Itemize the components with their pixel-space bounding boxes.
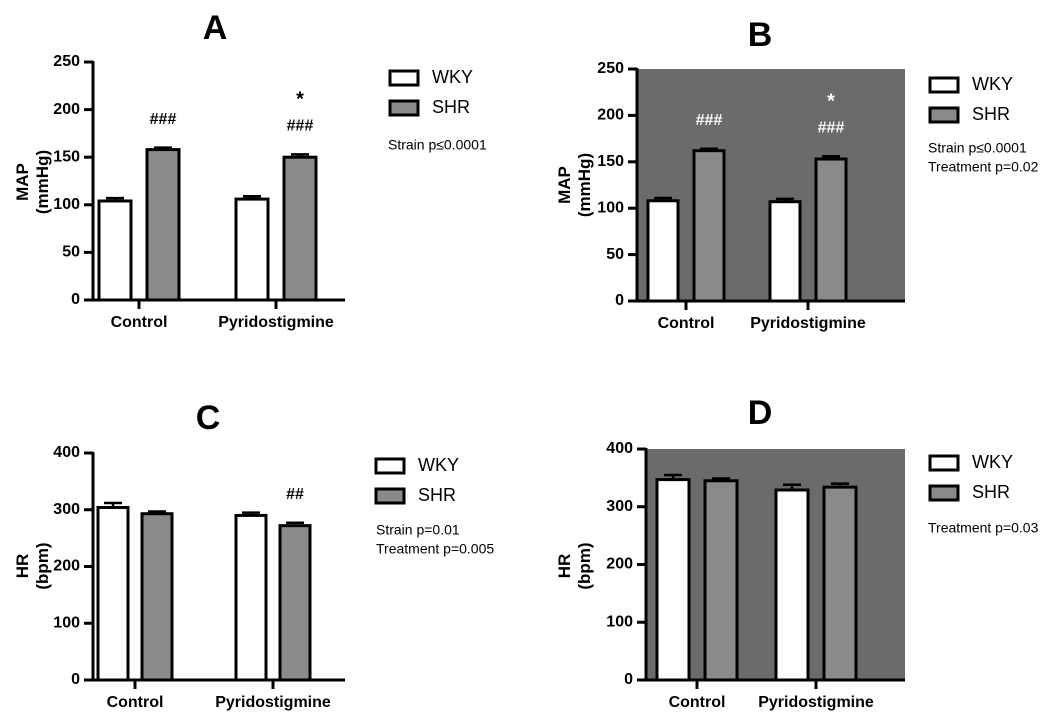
y-axis-label-line: MAP — [13, 163, 32, 201]
x-tick-label: Pyridostigmine — [215, 694, 331, 711]
panel-letter: C — [196, 399, 221, 437]
y-axis-label-line: (bpm) — [575, 542, 594, 589]
x-tick-label: Control — [669, 694, 726, 711]
legend-label: SHR — [972, 482, 1010, 502]
y-tick-label: 150 — [53, 148, 80, 165]
significance-label: ## — [286, 486, 304, 503]
stats-text: Treatment p=0.005 — [376, 541, 494, 557]
y-tick-label: 250 — [597, 60, 624, 77]
y-tick-label: 0 — [71, 291, 80, 308]
legend-label: SHR — [418, 485, 456, 505]
y-axis-label: HR(bpm) — [555, 542, 594, 589]
x-tick-label: Control — [111, 314, 168, 331]
bar — [234, 513, 268, 682]
x-tick-label: Pyridostigmine — [218, 314, 334, 331]
y-axis-label: MAP(mmHg) — [13, 150, 52, 214]
bar — [234, 197, 270, 302]
legend-swatch — [374, 457, 406, 475]
panel-b: B MAP(mmHg) 0 50 100 150 200 250 Control Pyridost… — [555, 16, 1039, 332]
y-tick-label: 0 — [624, 671, 633, 688]
x-tick-label: Pyridostigmine — [750, 315, 866, 332]
panel-letter: D — [748, 394, 773, 432]
significance-label: * — [296, 89, 304, 111]
significance-label: ### — [150, 111, 177, 128]
bar — [97, 199, 133, 302]
legend-swatch — [928, 106, 960, 124]
bar — [774, 488, 810, 682]
bar — [145, 148, 181, 302]
y-axis-label-line: HR — [13, 554, 32, 579]
y-tick-label: 300 — [606, 498, 633, 515]
bar — [655, 478, 691, 682]
bar — [282, 155, 318, 302]
y-tick-label: 400 — [53, 444, 80, 461]
y-tick-label: 100 — [597, 199, 624, 216]
y-tick-label: 100 — [53, 196, 80, 213]
y-axis-label-line: (mmHg) — [33, 150, 52, 214]
bar — [692, 149, 726, 303]
bar — [768, 200, 802, 303]
legend-swatch — [388, 99, 420, 117]
y-tick-label: 200 — [606, 556, 633, 573]
y-tick-label: 200 — [597, 107, 624, 124]
y-tick-label: 0 — [71, 671, 80, 688]
y-axis-label-line: HR — [555, 554, 574, 579]
y-tick-label: 250 — [53, 53, 80, 70]
legend-label: WKY — [972, 74, 1013, 94]
legend-label: WKY — [418, 455, 459, 475]
legend-swatch — [388, 69, 420, 87]
stats-text: Treatment p=0.03 — [928, 520, 1039, 536]
bar — [646, 199, 680, 303]
legend-label: WKY — [432, 67, 473, 87]
y-tick-label: 300 — [53, 501, 80, 518]
stats-text: Strain p≤0.0001 — [928, 140, 1027, 156]
x-tick-label: Pyridostigmine — [758, 694, 874, 711]
x-tick-label: Control — [107, 694, 164, 711]
y-tick-label: 200 — [53, 558, 80, 575]
y-tick-label: 150 — [597, 153, 624, 170]
y-axis-label: HR(bpm) — [13, 542, 52, 589]
significance-label: ### — [818, 119, 845, 136]
bar — [814, 157, 848, 303]
y-axis-label-line: (bpm) — [33, 542, 52, 589]
legend-swatch — [928, 454, 960, 472]
bar — [140, 512, 174, 682]
stats-text: Strain p≤0.0001 — [388, 137, 487, 153]
y-axis-label-line: MAP — [555, 166, 574, 204]
bar — [703, 479, 739, 682]
legend-swatch — [928, 76, 960, 94]
panel-letter: B — [748, 16, 773, 54]
stats-text: Treatment p=0.02 — [928, 159, 1039, 175]
significance-label: * — [827, 91, 835, 113]
y-tick-label: 400 — [606, 440, 633, 457]
panel-c: C HR(bpm) 0 100 200 300 400 Control Pyridostigmi… — [13, 399, 494, 711]
legend-label: WKY — [972, 452, 1013, 472]
panel-a: A MAP(mmHg) 0 50 100 150 200 250 Control Pyridost… — [13, 9, 487, 331]
legend-label: SHR — [972, 104, 1010, 124]
legend-swatch — [928, 484, 960, 502]
y-axis-label: MAP(mmHg) — [555, 153, 594, 217]
legend-swatch — [374, 487, 406, 505]
y-tick-label: 50 — [606, 246, 624, 263]
significance-label: ### — [696, 112, 723, 129]
y-axis-label-line: (mmHg) — [575, 153, 594, 217]
legend-label: SHR — [432, 97, 470, 117]
y-tick-label: 0 — [615, 292, 624, 309]
y-tick-label: 50 — [62, 244, 80, 261]
bar — [822, 485, 858, 682]
x-tick-label: Control — [658, 315, 715, 332]
significance-label: ### — [287, 118, 314, 135]
stats-text: Strain p=0.01 — [376, 522, 460, 538]
y-tick-label: 200 — [53, 101, 80, 118]
y-tick-label: 100 — [53, 614, 80, 631]
bar — [278, 524, 312, 682]
panel-letter: A — [203, 9, 228, 47]
panel-d: D HR(bpm) 0 100 200 300 400 Control Pyridostigmi… — [555, 394, 1039, 711]
bar — [96, 505, 130, 682]
y-tick-label: 100 — [606, 613, 633, 630]
